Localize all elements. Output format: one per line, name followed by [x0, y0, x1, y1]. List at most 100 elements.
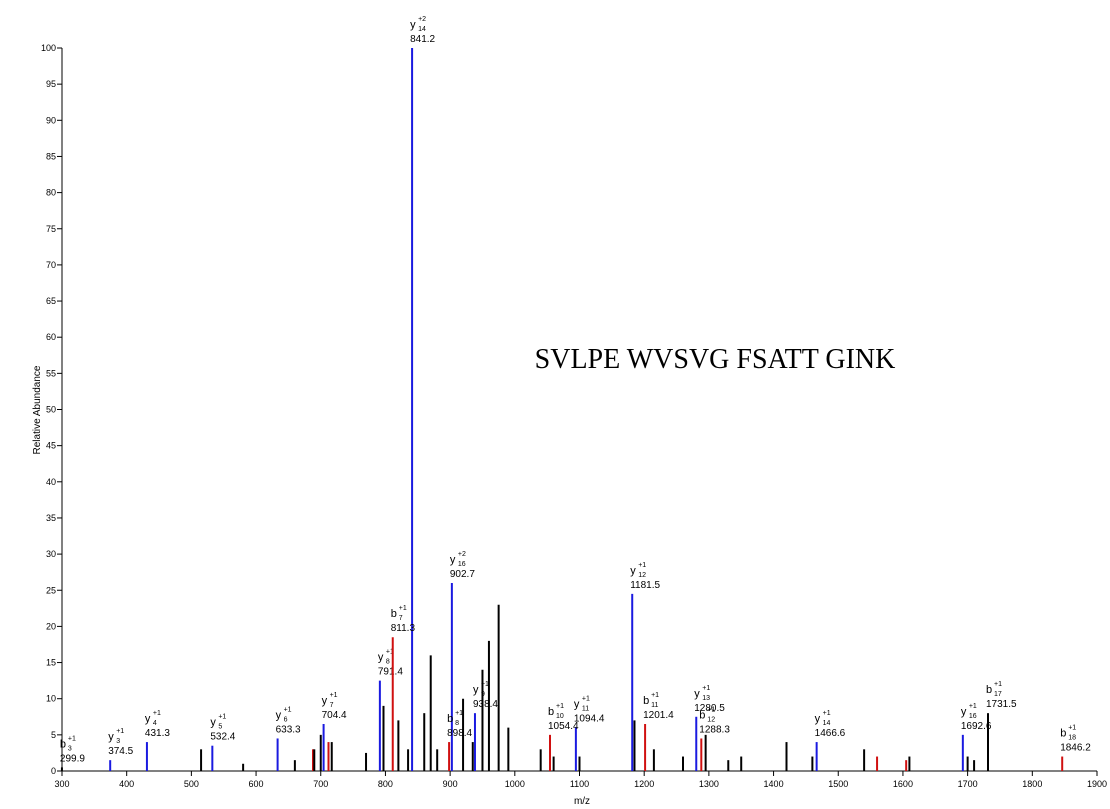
y-tick-label: 75 — [46, 224, 56, 234]
ion-label: b — [447, 713, 453, 725]
ion-index: 5 — [218, 724, 222, 731]
ion-index: 6 — [284, 716, 288, 723]
peak-mz-label: 1466.6 — [815, 728, 846, 739]
peak-mz-label: 1201.4 — [643, 710, 674, 721]
y-tick-label: 80 — [46, 188, 56, 198]
peak-mz-label: 1692.6 — [961, 721, 992, 732]
y-tick-label: 70 — [46, 260, 56, 270]
ion-label: y — [378, 652, 384, 664]
x-axis-label: m/z — [574, 796, 590, 807]
ion-index: 3 — [68, 745, 72, 752]
ion-index: 10 — [556, 713, 564, 720]
y-tick-label: 100 — [41, 43, 56, 53]
ion-charge: +1 — [68, 735, 76, 742]
ion-charge: +2 — [418, 16, 426, 23]
ion-index: 16 — [458, 561, 466, 568]
x-tick-label: 1700 — [958, 779, 978, 789]
peak-mz-label: 898.4 — [447, 728, 472, 739]
ion-label: b — [60, 738, 66, 750]
peak-mz-label: 811.3 — [391, 623, 416, 634]
ion-charge: +1 — [823, 710, 831, 717]
ion-label: y — [322, 695, 328, 707]
y-tick-label: 15 — [46, 658, 56, 668]
y-tick-label: 95 — [46, 79, 56, 89]
ion-index: 3 — [116, 738, 120, 745]
ion-label: y — [410, 19, 416, 31]
ion-label: b — [643, 695, 649, 707]
ion-charge: +1 — [153, 710, 161, 717]
y-tick-label: 40 — [46, 477, 56, 487]
x-tick-label: 1300 — [699, 779, 719, 789]
ion-label: y — [210, 717, 216, 729]
ion-label: y — [450, 554, 456, 566]
peak-mz-label: 1181.5 — [630, 580, 660, 591]
ion-label: y — [574, 699, 580, 711]
ion-index: 11 — [582, 706, 589, 713]
peak-mz-label: 532.4 — [210, 732, 235, 743]
peak-mz-label: 1094.4 — [574, 714, 605, 725]
x-tick-label: 1000 — [505, 779, 525, 789]
ion-charge: +1 — [702, 685, 710, 692]
x-tick-label: 600 — [249, 779, 264, 789]
ion-index: 7 — [399, 615, 403, 622]
peak-mz-label: 299.9 — [60, 753, 85, 764]
ion-charge: +1 — [386, 649, 394, 656]
ion-charge: +2 — [458, 551, 466, 558]
y-tick-label: 55 — [46, 368, 56, 378]
ion-label: y — [108, 731, 114, 743]
ion-label: y — [815, 713, 821, 725]
ion-charge: +1 — [582, 696, 590, 703]
ion-index: 14 — [823, 720, 831, 727]
ion-index: 16 — [969, 713, 977, 720]
peak-mz-label: 841.2 — [410, 34, 435, 45]
ion-charge: +1 — [1068, 725, 1076, 732]
x-tick-label: 1900 — [1087, 779, 1107, 789]
ion-index: 8 — [386, 659, 390, 666]
x-tick-label: 500 — [184, 779, 199, 789]
peak-mz-label: 704.4 — [322, 710, 347, 721]
ion-label: b — [699, 709, 705, 721]
y-tick-label: 0 — [51, 766, 56, 776]
x-tick-label: 1100 — [570, 779, 589, 789]
ion-index: 14 — [418, 26, 426, 33]
ion-charge: +1 — [330, 692, 338, 699]
y-tick-label: 85 — [46, 151, 56, 161]
peak-mz-label: 374.5 — [108, 746, 133, 757]
ion-charge: +1 — [556, 703, 564, 710]
ion-charge: +1 — [399, 605, 407, 612]
ion-label: b — [986, 684, 992, 696]
ion-label: y — [961, 706, 967, 718]
x-tick-label: 300 — [54, 779, 69, 789]
x-tick-label: 900 — [443, 779, 458, 789]
peak-mz-label: 1280.5 — [694, 703, 725, 714]
y-tick-label: 5 — [51, 730, 56, 740]
y-tick-label: 10 — [46, 694, 56, 704]
ion-charge: +1 — [969, 703, 977, 710]
ion-label: y — [473, 684, 479, 696]
ion-index: 12 — [638, 572, 646, 579]
x-tick-label: 800 — [378, 779, 393, 789]
x-tick-label: 1800 — [1022, 779, 1042, 789]
ion-charge: +1 — [651, 692, 659, 699]
ion-index: 4 — [153, 720, 157, 727]
x-tick-label: 1200 — [634, 779, 654, 789]
y-tick-label: 30 — [46, 549, 56, 559]
peak-mz-label: 902.7 — [450, 569, 475, 580]
ion-index: 13 — [702, 695, 710, 702]
x-tick-label: 700 — [313, 779, 328, 789]
ion-index: 12 — [707, 716, 715, 723]
y-tick-label: 20 — [46, 621, 56, 631]
peak-mz-label: 1846.2 — [1060, 743, 1091, 754]
x-tick-label: 400 — [119, 779, 134, 789]
ion-label: b — [1060, 728, 1066, 740]
y-axis-label: Relative Abundance — [32, 365, 43, 454]
ion-label: b — [548, 706, 554, 718]
peak-mz-label: 633.3 — [276, 724, 301, 735]
ion-label: y — [145, 713, 151, 725]
ion-charge: +1 — [218, 714, 226, 721]
ion-label: y — [276, 709, 282, 721]
peak-mz-label: 938.4 — [473, 699, 498, 710]
chart-title: SVLPE WVSVG FSATT GINK — [535, 344, 896, 375]
peak-mz-label: 1288.3 — [699, 724, 730, 735]
